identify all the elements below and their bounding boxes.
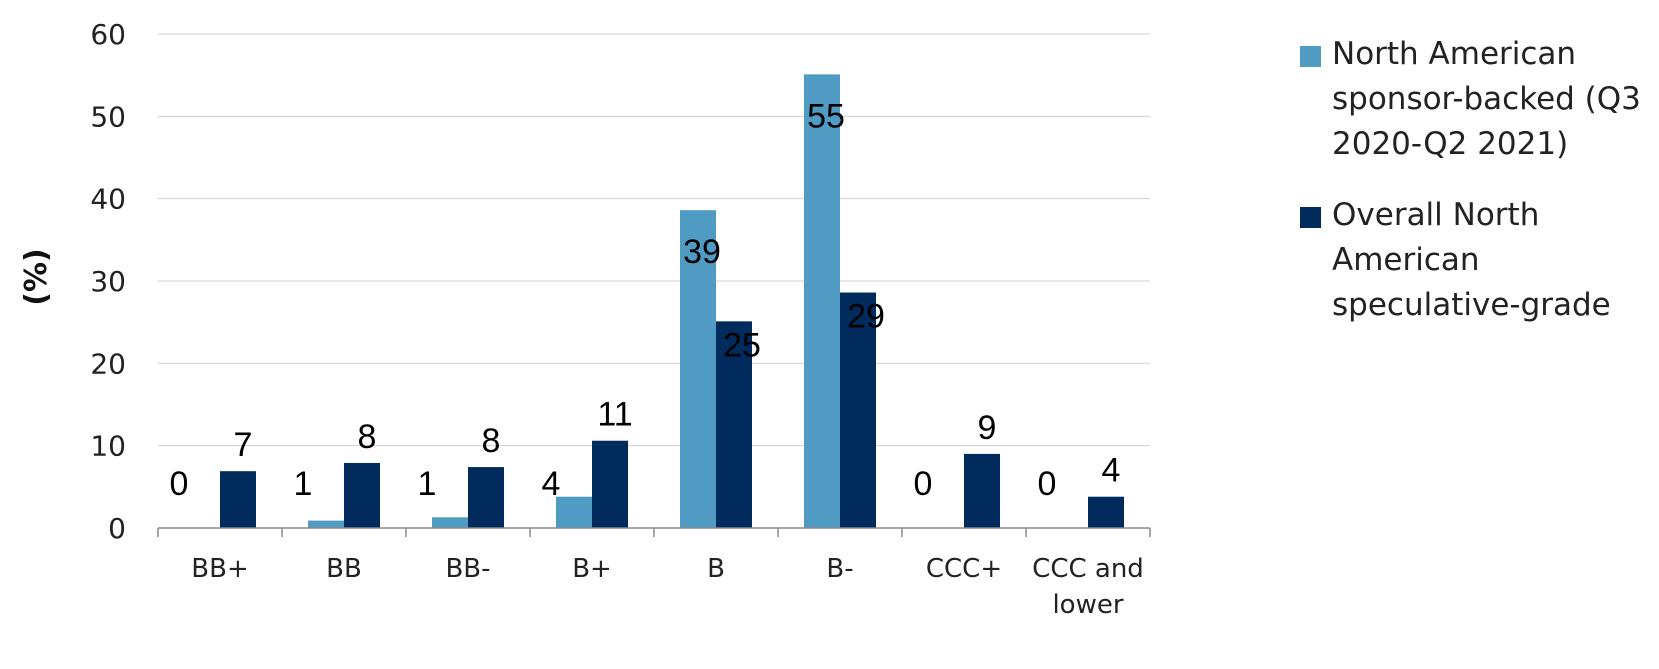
data-label: 4 — [1102, 452, 1121, 490]
data-label: 0 — [1038, 465, 1057, 503]
legend-item-overall: Overall North American speculative-grade — [1300, 193, 1650, 328]
x-category-label: CCC and lower — [1032, 554, 1144, 620]
y-tick-label: 50 — [90, 100, 126, 133]
bar — [1088, 496, 1124, 528]
x-category-label: BB- — [445, 554, 490, 584]
x-category-label: BB — [326, 554, 362, 584]
y-tick-label: 60 — [90, 18, 126, 51]
bar — [308, 520, 344, 528]
bar — [592, 440, 628, 528]
data-label: 11 — [597, 396, 632, 434]
bar — [468, 467, 504, 528]
x-category-label: B- — [826, 554, 853, 584]
data-label: 1 — [294, 465, 313, 503]
bar — [680, 210, 716, 528]
y-tick-label: 10 — [90, 430, 126, 463]
y-tick-label: 30 — [90, 265, 126, 298]
x-category-label: B — [707, 554, 725, 584]
x-category-label: BB+ — [191, 554, 248, 584]
bar — [432, 517, 468, 528]
data-label: 55 — [807, 97, 845, 135]
bar — [716, 321, 752, 528]
data-label: 9 — [978, 409, 997, 447]
data-label: 39 — [683, 233, 721, 271]
bar — [964, 453, 1000, 528]
legend-label-overall: Overall North American speculative-grade — [1332, 197, 1611, 323]
y-axis-ticks: 0 10 20 30 40 50 60 — [90, 18, 126, 545]
legend-label-sponsor-backed: North American sponsor-backed (Q3 2020-Q… — [1332, 36, 1641, 162]
bar — [556, 496, 592, 528]
x-category-label: CCC+ — [926, 554, 1002, 584]
data-label: 0 — [914, 465, 933, 503]
data-label: 25 — [723, 326, 761, 364]
data-label: 29 — [847, 298, 885, 336]
legend-swatch-sponsor-backed — [1300, 46, 1321, 67]
y-tick-label: 40 — [90, 183, 126, 216]
bar — [840, 292, 876, 528]
x-category-label: B+ — [572, 554, 612, 584]
data-label: 7 — [234, 426, 253, 464]
data-label: 8 — [358, 418, 377, 456]
data-label: 1 — [418, 465, 437, 503]
data-label: 4 — [542, 465, 561, 503]
legend: North American sponsor-backed (Q3 2020-Q… — [1300, 32, 1650, 354]
legend-swatch-overall — [1300, 207, 1321, 228]
bars — [220, 74, 1124, 529]
data-label: 8 — [482, 422, 501, 460]
y-tick-label: 20 — [90, 347, 126, 380]
y-tick-label: 0 — [108, 512, 126, 545]
bar — [344, 462, 380, 528]
bar — [804, 74, 840, 529]
bar — [220, 471, 256, 528]
gridlines — [158, 33, 1150, 447]
data-label: 0 — [170, 465, 189, 503]
x-axis: BB+ BB BB- B+ B B- CCC+ CCC and lower — [157, 527, 1151, 620]
legend-item-sponsor-backed: North American sponsor-backed (Q3 2020-Q… — [1300, 32, 1650, 167]
y-axis-label: (%) — [19, 248, 54, 305]
